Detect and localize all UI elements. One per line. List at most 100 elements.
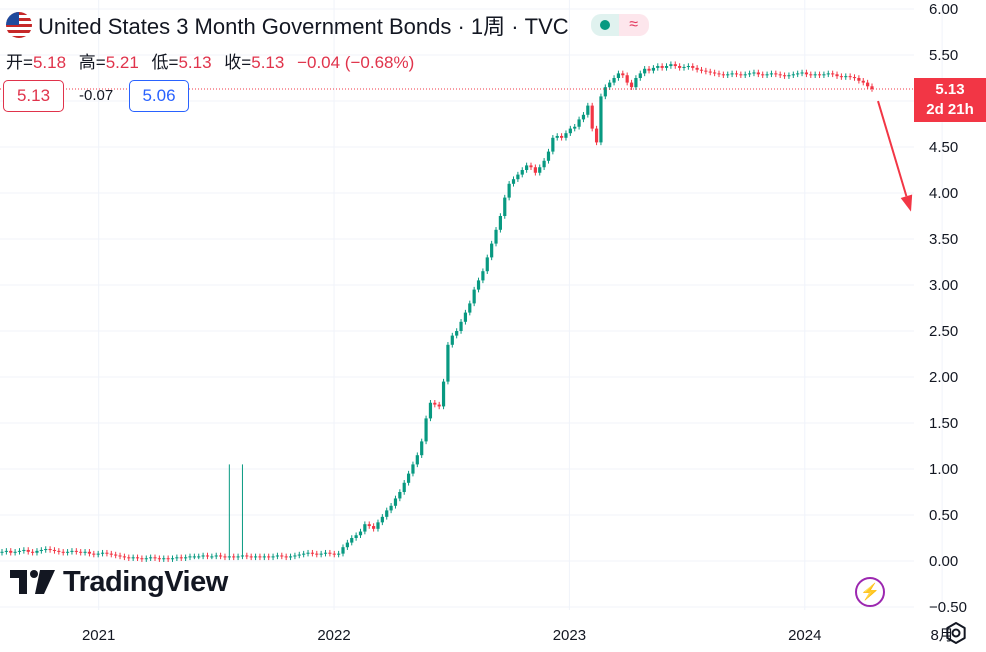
candle [297, 551, 301, 559]
candle [105, 549, 109, 557]
candle [612, 75, 616, 86]
forecast-arrow [877, 100, 913, 212]
candle [866, 79, 870, 90]
candle [380, 514, 384, 526]
time-axis[interactable]: 2021 2022 2023 2024 8月 [82, 627, 954, 644]
candle [651, 65, 656, 74]
candle [734, 70, 739, 78]
candle [275, 552, 280, 560]
candle [691, 63, 695, 71]
spread-value: -0.07 [79, 87, 114, 104]
candle [415, 452, 419, 468]
candle [494, 227, 498, 247]
candle [406, 470, 411, 486]
candle [817, 71, 822, 78]
candle [782, 72, 787, 79]
sell-button[interactable]: 5.13 [3, 80, 64, 112]
candle [363, 521, 367, 535]
candle [341, 544, 345, 557]
candle [232, 553, 236, 561]
candle [350, 535, 354, 546]
candle [385, 507, 389, 520]
candle [162, 555, 166, 562]
candle [678, 63, 682, 71]
candle [393, 495, 398, 509]
candle [319, 550, 323, 558]
candle [288, 553, 293, 561]
candle [4, 548, 8, 555]
candle [726, 71, 730, 78]
candle [197, 553, 201, 560]
candle [249, 553, 253, 561]
candle [22, 547, 26, 554]
candle [337, 550, 341, 558]
tradingview-logo[interactable]: TradingView [10, 565, 228, 599]
candle [354, 532, 358, 541]
candle [778, 71, 782, 78]
candle [31, 549, 35, 556]
y-tick-label: −0.50 [929, 599, 967, 616]
open-value: 5.18 [32, 53, 67, 72]
candle [284, 553, 288, 561]
candle [870, 83, 874, 92]
candle [450, 332, 454, 348]
status-pill[interactable]: ≈ [590, 14, 649, 36]
candle [236, 553, 240, 561]
candle [599, 93, 603, 146]
buy-button[interactable]: 5.06 [129, 80, 189, 112]
arrow-head [900, 194, 913, 212]
bar-countdown: 2d 21h [926, 101, 974, 118]
candle [271, 553, 275, 561]
y-tick-label: 2.50 [929, 323, 958, 340]
candle [332, 550, 336, 558]
candle [472, 286, 476, 307]
candle [568, 125, 572, 136]
candle [468, 300, 472, 316]
x-tick-label: 2022 [317, 627, 350, 644]
candle [210, 553, 214, 560]
candle [573, 124, 577, 132]
candle [13, 549, 17, 556]
candle [656, 63, 660, 71]
candle [166, 555, 170, 562]
candle [708, 68, 712, 76]
candle [262, 553, 266, 561]
y-tick-label: 1.50 [929, 415, 958, 432]
symbol-header[interactable]: United States 3 Month Government Bonds ·… [6, 10, 649, 40]
candle [402, 480, 406, 495]
candle [848, 73, 852, 80]
candles [0, 61, 874, 562]
live-dot-icon [590, 14, 619, 36]
candle [218, 552, 223, 560]
settings-gear-icon[interactable] [944, 621, 968, 645]
y-tick-label: 1.00 [929, 461, 958, 478]
candle [643, 66, 647, 77]
flash-icon[interactable]: ⚡ [855, 577, 885, 607]
symbol-title[interactable]: United States 3 Month Government Bonds ·… [38, 14, 569, 39]
candle [441, 378, 446, 410]
candle [61, 549, 65, 556]
candle [26, 547, 30, 555]
last-price-value: 5.13 [935, 81, 965, 98]
candle [310, 549, 315, 557]
candle [459, 319, 463, 334]
x-tick-label: 2024 [788, 627, 821, 644]
tradingview-logo-icon [10, 570, 55, 594]
candle [564, 130, 568, 141]
candle [17, 548, 22, 555]
candle [114, 551, 118, 559]
candle [804, 69, 809, 78]
y-tick-label: 3.00 [929, 277, 958, 294]
y-tick-label: 4.50 [929, 139, 958, 156]
candle [179, 554, 183, 561]
candle [682, 64, 686, 71]
candle [433, 400, 437, 408]
candle [170, 555, 175, 562]
candle [74, 548, 78, 555]
candle [227, 464, 231, 561]
candle [826, 70, 830, 78]
candle [323, 549, 328, 557]
candle [9, 548, 13, 556]
candle [358, 528, 363, 538]
